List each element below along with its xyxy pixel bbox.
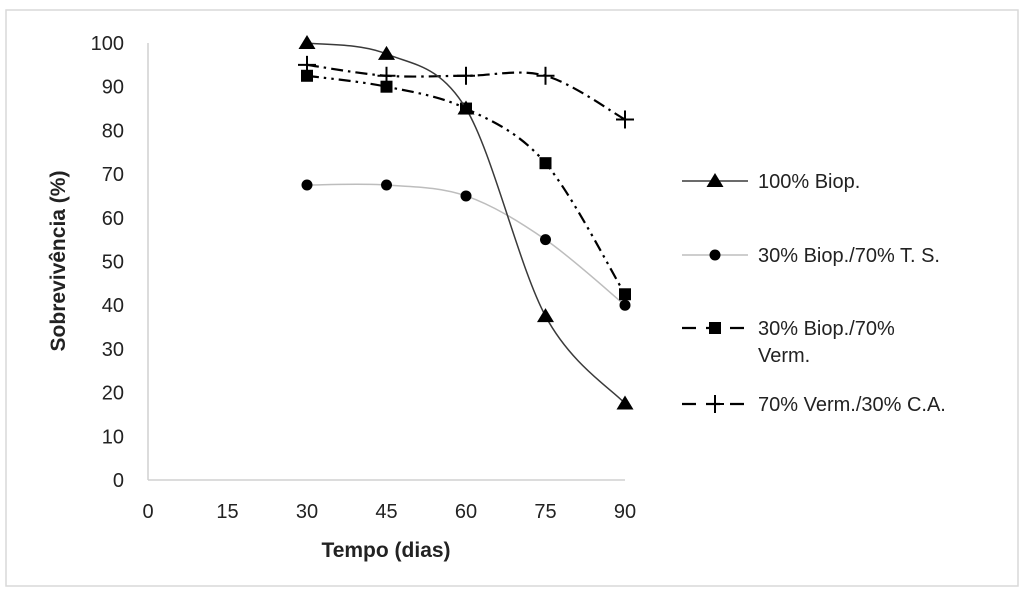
series-2 [301, 179, 631, 311]
data-point [460, 190, 472, 202]
data-point [301, 69, 313, 82]
legend-item-2: 30% Biop./70% T. S. [682, 245, 940, 267]
data-point [616, 395, 634, 410]
x-tick-label: 90 [614, 501, 636, 523]
data-point [380, 80, 393, 93]
data-point [301, 179, 313, 191]
legend-item-1: 100% Biop. [682, 171, 860, 193]
x-tick-labels: 0 15 30 45 60 75 90 [142, 501, 636, 523]
y-tick-label: 20 [102, 383, 124, 405]
y-axis-title: Sobrevivência (%) [47, 171, 70, 352]
data-point [298, 35, 316, 49]
data-point [457, 100, 475, 115]
data-point [457, 66, 475, 85]
y-tick-label: 70 [102, 164, 124, 186]
x-tick-label: 0 [142, 501, 153, 523]
x-tick-label: 45 [375, 501, 397, 523]
y-tick-label: 0 [113, 470, 124, 492]
x-tick-label: 15 [216, 501, 238, 523]
y-tick-label: 100 [91, 33, 124, 55]
series-1 [298, 35, 634, 410]
series-3 [301, 69, 631, 301]
y-tick-labels: 0 10 20 30 40 50 60 70 80 90 100 [91, 33, 124, 492]
series-line [306, 74, 626, 295]
series-layer [298, 35, 634, 410]
x-tick-label: 30 [296, 501, 318, 523]
y-tick-label: 50 [102, 252, 124, 274]
y-tick-label: 10 [102, 426, 124, 448]
data-point [619, 299, 631, 311]
legend-label-line-2: Verm. [758, 345, 810, 367]
data-point [536, 66, 555, 85]
x-tick-label: 75 [534, 501, 556, 523]
data-point [537, 308, 554, 323]
legend-marker [706, 395, 724, 413]
legend-marker [706, 173, 724, 187]
series-line [306, 42, 626, 405]
legend-marker [709, 322, 721, 334]
data-point [378, 45, 395, 60]
legend-label: 30% Biop./70% T. S. [758, 245, 940, 267]
y-tick-label: 60 [102, 208, 124, 230]
y-tick-label: 80 [102, 120, 124, 142]
data-point [619, 288, 631, 301]
legend: 100% Biop. 30% Biop./70% T. S. 30% Biop./7… [682, 171, 946, 416]
data-point [381, 179, 392, 191]
plot-area [147, 43, 625, 481]
legend-label-line-1: 30% Biop./70% [758, 318, 895, 340]
y-tick-label: 90 [102, 77, 124, 99]
data-point [616, 110, 634, 129]
series-line [306, 63, 626, 121]
y-tick-label: 40 [102, 295, 124, 317]
x-tick-label: 60 [455, 501, 477, 523]
chart-border [5, 9, 1019, 587]
data-point [539, 157, 552, 170]
legend-item-4: 70% Verm./30% C.A. [682, 394, 946, 416]
legend-label: 70% Verm./30% C.A. [758, 394, 946, 416]
legend-label: 100% Biop. [758, 171, 860, 193]
x-axis-title: Tempo (dias) [321, 539, 450, 562]
y-tick-label: 30 [102, 339, 124, 361]
legend-item-3: 30% Biop./70% Verm.30% Biop./70% Verm. [682, 318, 895, 367]
legend-marker [709, 249, 721, 261]
data-point [540, 234, 551, 246]
